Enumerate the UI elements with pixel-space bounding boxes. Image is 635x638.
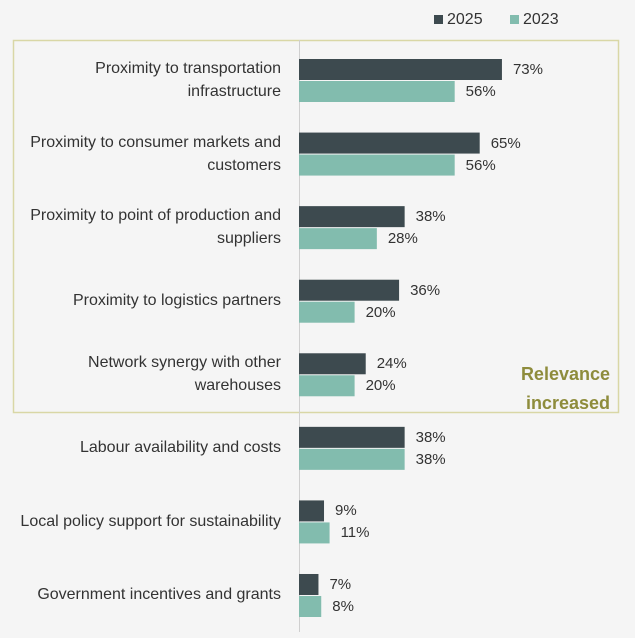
legend-label: 2025 [447,11,483,28]
category-label: Proximity to consumer markets and custom… [30,133,281,174]
bar [299,426,405,448]
annotation: Relevance increased [520,364,610,413]
legend-swatch [434,15,443,24]
bar [299,301,355,323]
bar [299,573,319,595]
legend-swatch [510,15,519,24]
value-label: 28% [387,230,418,248]
bar [299,353,366,375]
category-label: Proximity to transportation infrastructu… [95,60,281,100]
bar [299,132,480,154]
bar [299,228,377,250]
value-label: 38% [415,450,446,468]
category-label: Labour availability and costs [79,439,281,457]
value-label: 20% [365,377,396,395]
value-label: 11% [340,524,370,542]
value-label: 36% [410,281,441,299]
bar [299,500,325,522]
value-label: 56% [465,83,496,100]
value-label: 7% [329,575,352,593]
value-label: 9% [335,502,357,520]
bar [299,279,400,301]
category-label: Network synergy with other warehouses [88,354,281,395]
category-label: Proximity to point of production and sup… [30,207,281,248]
bar [299,595,322,617]
value-label: 38% [415,428,446,446]
value-label: 56% [465,156,496,174]
bar [299,154,455,176]
value-label: 65% [490,134,521,152]
bar [299,522,330,544]
category-label: Local policy support for sustainability [20,512,281,530]
bar [299,448,405,470]
value-label: 8% [332,597,354,615]
value-label: 73% [512,61,543,78]
category-label: Proximity to logistics partners [72,292,281,310]
legend-label: 2023 [523,11,559,28]
value-label: 38% [415,208,446,226]
highlight-box [12,39,620,414]
category-label: Government incentives and grants [37,586,281,604]
bar [299,59,502,80]
bar [299,375,355,397]
bar [299,81,455,102]
value-label: 20% [365,303,396,321]
value-label: 24% [376,355,407,373]
bar [299,206,405,228]
